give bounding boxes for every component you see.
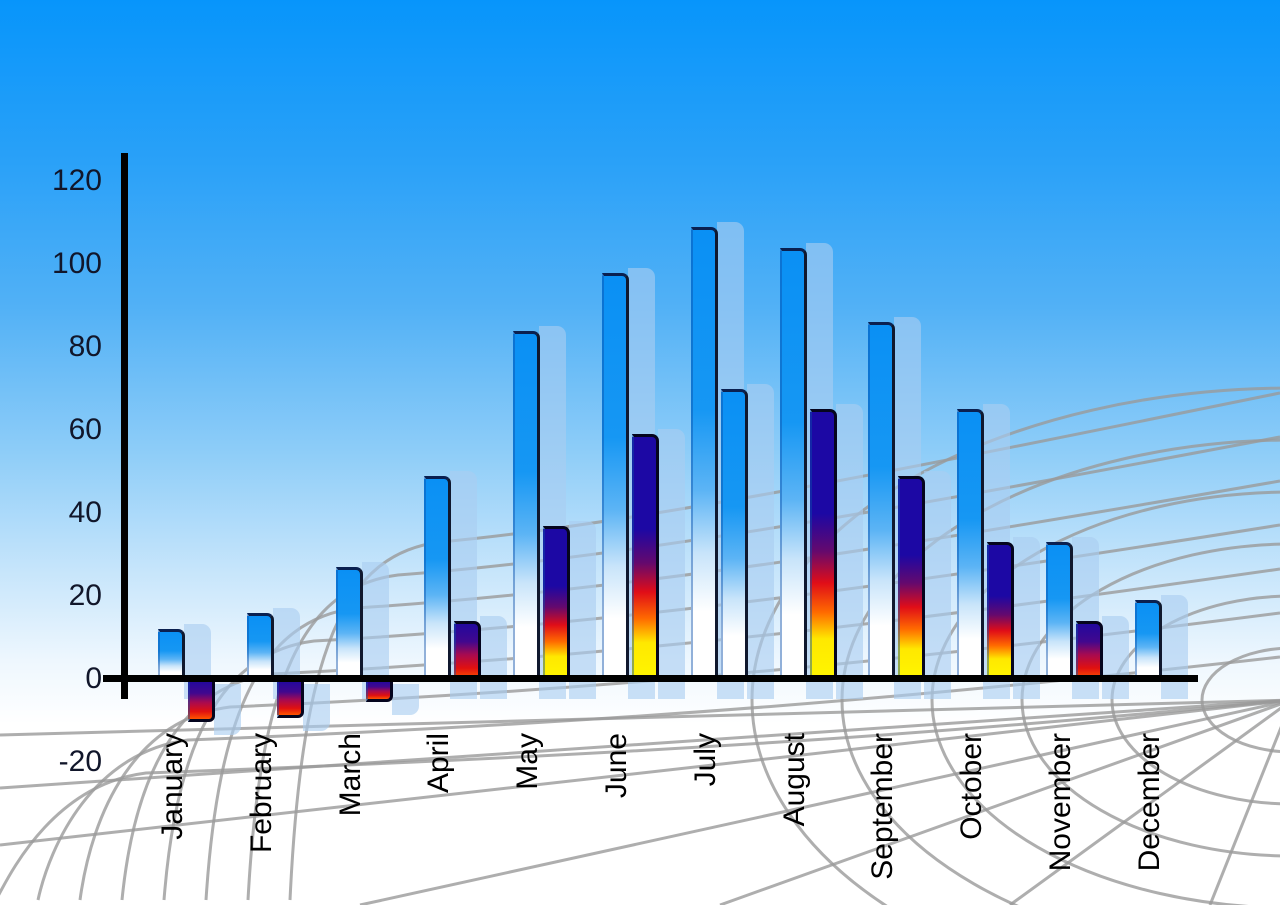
bar-shadow-march-s2 <box>392 684 419 715</box>
x-tick-label-february: February <box>245 733 278 854</box>
x-tick-label-july: July <box>689 733 722 787</box>
bar-november-series2 <box>1076 621 1103 679</box>
x-tick-label-september: September <box>866 733 899 880</box>
bar-april-series2 <box>454 621 481 679</box>
bar-shadow-september-s2 <box>924 471 951 699</box>
bar-shadow-june-s2 <box>658 429 685 699</box>
x-tick-label-june: June <box>600 733 633 799</box>
bar-shadow-december-s1 <box>1161 595 1188 699</box>
bar-july-series1 <box>691 227 718 679</box>
bar-may-series2 <box>543 526 570 679</box>
bar-may-series1 <box>513 331 540 679</box>
bar-october-series2 <box>987 542 1014 679</box>
bar-march-series1 <box>336 567 363 679</box>
y-tick-label-120: 120 <box>51 164 102 197</box>
bar-shadow-january-s2 <box>214 684 241 735</box>
bar-december-series1 <box>1135 600 1162 679</box>
x-axis-zero-line <box>103 675 1198 682</box>
bar-september-series2 <box>898 476 925 679</box>
y-tick-label-40: 40 <box>68 496 102 529</box>
bar-february-series1 <box>247 613 274 679</box>
x-tick-label-october: October <box>955 733 988 840</box>
x-tick-label-may: May <box>511 733 544 790</box>
y-tick-label-60: 60 <box>68 413 102 446</box>
bar-september-series1 <box>868 322 895 679</box>
x-tick-label-december: December <box>1133 733 1166 872</box>
bar-november-series1 <box>1046 542 1073 679</box>
bar-june-series1 <box>602 273 629 679</box>
bar-january-series2 <box>188 681 215 722</box>
bar-july-series2 <box>721 389 748 679</box>
bar-shadow-april-s2 <box>480 616 507 699</box>
bar-shadow-august-s2 <box>836 404 863 699</box>
x-tick-label-august: August <box>778 733 811 827</box>
bar-october-series1 <box>957 409 984 679</box>
bar-april-series1 <box>424 476 451 679</box>
x-tick-label-march: March <box>334 733 367 817</box>
y-tick-label-20: 20 <box>68 579 102 612</box>
bar-shadow-february-s2 <box>303 684 330 731</box>
y-tick-label-100: 100 <box>51 247 102 280</box>
y-tick-label--20: -20 <box>58 745 102 778</box>
x-tick-label-november: November <box>1044 733 1077 872</box>
x-tick-label-january: January <box>156 733 189 840</box>
y-tick-label-80: 80 <box>68 330 102 363</box>
bar-february-series2 <box>277 681 304 718</box>
bar-shadow-july-s2 <box>747 384 774 699</box>
x-tick-label-april: April <box>422 733 455 794</box>
y-axis-line <box>121 153 128 699</box>
y-tick-label-0: 0 <box>85 662 102 695</box>
bar-shadow-november-s2 <box>1102 616 1129 699</box>
bar-january-series1 <box>158 629 185 679</box>
bar-june-series2 <box>632 434 659 679</box>
bar-shadow-may-s2 <box>569 521 596 699</box>
bar-shadow-october-s2 <box>1013 537 1040 699</box>
bar-march-series2 <box>366 681 393 702</box>
bar-august-series1 <box>780 248 807 679</box>
bar-august-series2 <box>810 409 837 679</box>
